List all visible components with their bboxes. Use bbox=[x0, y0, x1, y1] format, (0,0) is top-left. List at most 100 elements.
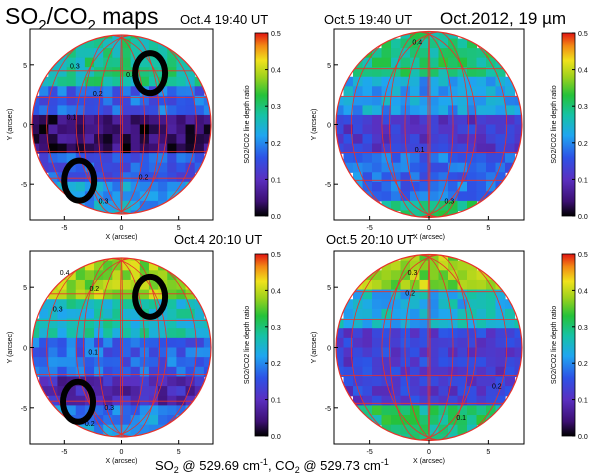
heatmap-cell bbox=[148, 57, 159, 68]
heatmap-cell bbox=[410, 153, 421, 164]
heatmap-cell bbox=[121, 181, 132, 192]
heatmap-cell bbox=[438, 134, 449, 145]
heatmap-cell bbox=[57, 308, 68, 320]
heatmap-cell bbox=[372, 114, 383, 126]
heatmap-cell bbox=[381, 95, 392, 106]
heatmap-cell bbox=[505, 308, 516, 320]
heatmap-cell bbox=[130, 366, 141, 378]
heatmap-cell bbox=[103, 57, 113, 68]
heatmap-cell bbox=[203, 134, 211, 145]
heatmap-cell bbox=[343, 95, 354, 106]
heatmap-cell bbox=[121, 347, 132, 358]
heatmap-cell bbox=[66, 308, 77, 320]
heatmap-cell bbox=[112, 67, 123, 78]
heatmap-cell bbox=[410, 38, 421, 49]
heatmap-cell bbox=[438, 254, 449, 262]
heatmap-cell bbox=[48, 76, 59, 87]
heatmap-cell bbox=[148, 328, 159, 339]
heatmap-cell bbox=[75, 405, 86, 416]
colorbar-tick-label: 0.1 bbox=[271, 398, 281, 405]
heatmap-cell bbox=[167, 86, 177, 97]
heatmap-cell bbox=[121, 308, 132, 320]
heatmap-cell bbox=[372, 270, 383, 281]
heatmap-cell bbox=[372, 279, 383, 291]
heatmap-cell bbox=[438, 299, 449, 310]
heatmap-cell bbox=[514, 318, 522, 329]
heatmap-cell bbox=[419, 172, 430, 183]
heatmap-cell bbox=[103, 337, 113, 349]
heatmap-cell bbox=[448, 57, 459, 68]
panels-layer: 0.3 0.4 0.2 0.1 0.2 0.3 -5 0 5 5 0 -5 X (arcsec) Y (a… bbox=[7, 28, 588, 465]
heatmap-cell bbox=[448, 181, 459, 192]
y-tick-label: -5 bbox=[21, 406, 27, 413]
heatmap-cell bbox=[103, 162, 113, 173]
heatmap-cell bbox=[476, 191, 487, 202]
heatmap-cell bbox=[438, 366, 449, 378]
heatmap-cell bbox=[39, 105, 49, 116]
heatmap-cell bbox=[139, 143, 150, 154]
heatmap-cell bbox=[457, 124, 468, 135]
heatmap-cell bbox=[419, 357, 430, 368]
heatmap-cell bbox=[148, 415, 159, 426]
heatmap-cell bbox=[103, 143, 113, 154]
heatmap-cell bbox=[362, 308, 373, 320]
heatmap-cell bbox=[103, 48, 113, 59]
heatmap-cell bbox=[419, 86, 430, 97]
heatmap-cell bbox=[429, 424, 440, 435]
heatmap-cell bbox=[448, 172, 459, 183]
heatmap-cell bbox=[353, 337, 364, 349]
heatmap-cell bbox=[372, 299, 383, 310]
heatmap-cell bbox=[410, 76, 421, 87]
heatmap-cell bbox=[75, 105, 86, 116]
y-tick-label: 5 bbox=[23, 63, 27, 70]
heatmap-cell bbox=[130, 424, 141, 435]
heatmap-cell bbox=[495, 76, 506, 87]
figure-title-sub-2: 2 bbox=[87, 17, 95, 34]
heatmap-cell bbox=[158, 114, 168, 126]
heatmap-cell bbox=[438, 270, 449, 281]
heatmap-cell bbox=[185, 289, 196, 300]
heatmap-cell bbox=[391, 270, 402, 281]
heatmap-cell bbox=[476, 386, 487, 397]
heatmap-cell bbox=[66, 105, 77, 116]
heatmap-cell bbox=[139, 318, 150, 329]
heatmap-cell bbox=[121, 162, 132, 173]
heatmap-cell bbox=[57, 153, 68, 164]
heatmap-cell bbox=[103, 172, 113, 183]
heatmap-cell bbox=[148, 318, 159, 329]
heatmap-cell bbox=[438, 347, 449, 358]
heatmap-cell bbox=[410, 95, 421, 106]
heatmap-cell bbox=[57, 289, 68, 300]
heatmap-cell bbox=[486, 172, 497, 183]
heatmap-cell bbox=[429, 318, 440, 329]
heatmap-cell bbox=[57, 357, 68, 368]
heatmap-cell bbox=[353, 134, 364, 145]
heatmap-cell bbox=[176, 86, 187, 97]
heatmap-cell bbox=[476, 405, 487, 416]
heatmap-cell bbox=[176, 153, 187, 164]
heatmap-cell bbox=[112, 95, 123, 106]
figure-title-part-3: maps bbox=[96, 3, 159, 29]
heatmap-cell bbox=[419, 366, 430, 378]
heatmap-cell bbox=[495, 318, 506, 329]
heatmap-cell bbox=[419, 191, 430, 202]
heatmap-cell bbox=[448, 386, 459, 397]
heatmap-cell bbox=[103, 357, 113, 368]
heatmap-cell bbox=[148, 95, 159, 106]
heatmap-cell bbox=[75, 76, 86, 87]
heatmap-cell bbox=[486, 366, 497, 378]
heatmap-cell bbox=[167, 76, 177, 87]
heatmap-cell bbox=[84, 328, 95, 339]
heatmap-cell bbox=[112, 299, 123, 310]
heatmap-cell bbox=[176, 134, 187, 145]
heatmap-cell bbox=[353, 153, 364, 164]
heatmap-cell bbox=[167, 124, 177, 135]
heatmap-cell bbox=[139, 279, 150, 291]
heatmap-cell bbox=[391, 424, 402, 435]
heatmap-cell bbox=[32, 328, 40, 339]
heatmap-cell bbox=[448, 260, 459, 271]
heatmap-cell bbox=[121, 357, 132, 368]
heatmap-cell bbox=[32, 105, 40, 116]
heatmap-cell bbox=[353, 366, 364, 378]
heatmap-cell bbox=[66, 279, 77, 291]
